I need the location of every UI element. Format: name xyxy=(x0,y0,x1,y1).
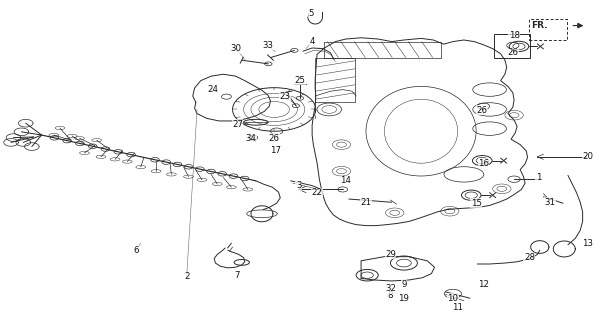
Text: 19: 19 xyxy=(398,294,409,303)
Text: 3: 3 xyxy=(296,181,301,190)
Circle shape xyxy=(88,144,97,148)
Text: 12: 12 xyxy=(478,280,489,289)
Text: 4: 4 xyxy=(310,37,315,46)
Text: 27: 27 xyxy=(232,120,243,129)
Text: 28: 28 xyxy=(524,253,535,262)
Circle shape xyxy=(50,136,59,140)
Circle shape xyxy=(114,150,122,154)
Circle shape xyxy=(162,160,171,164)
Circle shape xyxy=(127,152,135,157)
Text: 24: 24 xyxy=(207,85,218,94)
Text: 11: 11 xyxy=(452,303,463,312)
Text: 16: 16 xyxy=(478,159,489,168)
Text: 8: 8 xyxy=(388,291,393,300)
Text: 2: 2 xyxy=(184,272,189,281)
Circle shape xyxy=(151,157,159,162)
Circle shape xyxy=(101,147,110,151)
Text: 30: 30 xyxy=(230,44,241,53)
Circle shape xyxy=(173,162,182,167)
Circle shape xyxy=(218,172,226,176)
Text: 29: 29 xyxy=(385,250,396,259)
Text: 18: 18 xyxy=(509,31,520,40)
Text: 32: 32 xyxy=(385,284,396,293)
Text: 26: 26 xyxy=(507,48,518,57)
Text: 31: 31 xyxy=(544,198,555,207)
Circle shape xyxy=(229,174,237,178)
Text: FR.: FR. xyxy=(531,21,548,30)
Text: 9: 9 xyxy=(401,280,406,289)
Circle shape xyxy=(241,176,249,181)
Circle shape xyxy=(196,167,204,172)
Text: 21: 21 xyxy=(360,198,371,207)
Text: 22: 22 xyxy=(312,188,323,197)
Text: 10: 10 xyxy=(447,294,458,303)
Text: 17: 17 xyxy=(270,146,281,155)
Text: 26: 26 xyxy=(477,106,488,115)
Text: 5: 5 xyxy=(308,9,313,18)
Text: 26: 26 xyxy=(269,134,280,143)
Text: 33: 33 xyxy=(263,41,274,50)
Text: 6: 6 xyxy=(133,246,138,255)
Text: 23: 23 xyxy=(279,92,290,101)
Text: 7: 7 xyxy=(235,271,240,280)
Circle shape xyxy=(76,141,84,146)
Text: 25: 25 xyxy=(294,76,305,84)
Text: 20: 20 xyxy=(582,152,593,161)
Circle shape xyxy=(63,139,72,143)
Text: 14: 14 xyxy=(340,176,351,185)
Text: 34: 34 xyxy=(245,134,256,143)
Circle shape xyxy=(207,169,215,174)
Text: 15: 15 xyxy=(471,199,482,208)
Circle shape xyxy=(184,164,193,169)
Text: 13: 13 xyxy=(582,239,593,248)
Text: 1: 1 xyxy=(536,173,541,182)
